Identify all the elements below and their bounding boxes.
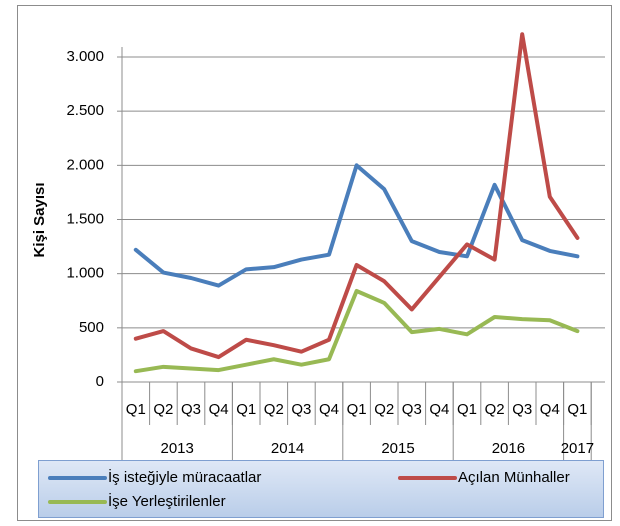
x-tick-label: Q3 (291, 401, 311, 418)
x-tick-label: Q1 (347, 401, 367, 418)
series-line (133, 163, 580, 288)
x-tick-label: Q1 (567, 401, 587, 418)
legend-label: Açılan Münhaller (458, 469, 570, 486)
y-tick-label: 2.500 (66, 102, 104, 119)
y-tick-label: 1.000 (66, 265, 104, 282)
x-tick-label: Q2 (374, 401, 394, 418)
x-tick-label: Q3 (181, 401, 201, 418)
y-tick-label: 0 (96, 373, 104, 390)
x-tick-label: Q4 (429, 401, 449, 418)
y-tick-label: 1.500 (66, 210, 104, 227)
y-tick-label: 2.000 (66, 156, 104, 173)
x-tick-label: Q3 (512, 401, 532, 418)
x-group-label: 2015 (381, 440, 414, 457)
x-tick-label: Q2 (264, 401, 284, 418)
x-tick-label: Q1 (126, 401, 146, 418)
x-tick-label: Q2 (153, 401, 173, 418)
legend-label: İşe Yerleştirilenler (108, 492, 226, 510)
x-group-label: 2017 (561, 440, 594, 457)
x-tick-label: Q4 (209, 401, 229, 418)
x-tick-label: Q4 (540, 401, 560, 418)
x-tick-label: Q4 (319, 401, 339, 418)
x-group-label: 2013 (161, 440, 194, 457)
x-tick-label: Q2 (485, 401, 505, 418)
y-axis-label: Kişi Sayısı (31, 182, 48, 257)
legend-box (38, 460, 604, 518)
y-tick-label: 3.000 (66, 48, 104, 65)
x-group-label: 2014 (271, 440, 304, 457)
x-tick-label: Q1 (457, 401, 477, 418)
series-line (133, 289, 580, 374)
legend-label: İş isteğiyle müracaatlar (108, 468, 261, 486)
x-tick-label: Q1 (236, 401, 256, 418)
y-tick-label: 500 (79, 319, 104, 336)
x-tick-label: Q3 (402, 401, 422, 418)
series-line (133, 32, 580, 360)
x-group-label: 2016 (492, 440, 525, 457)
chart-frame (17, 5, 612, 521)
